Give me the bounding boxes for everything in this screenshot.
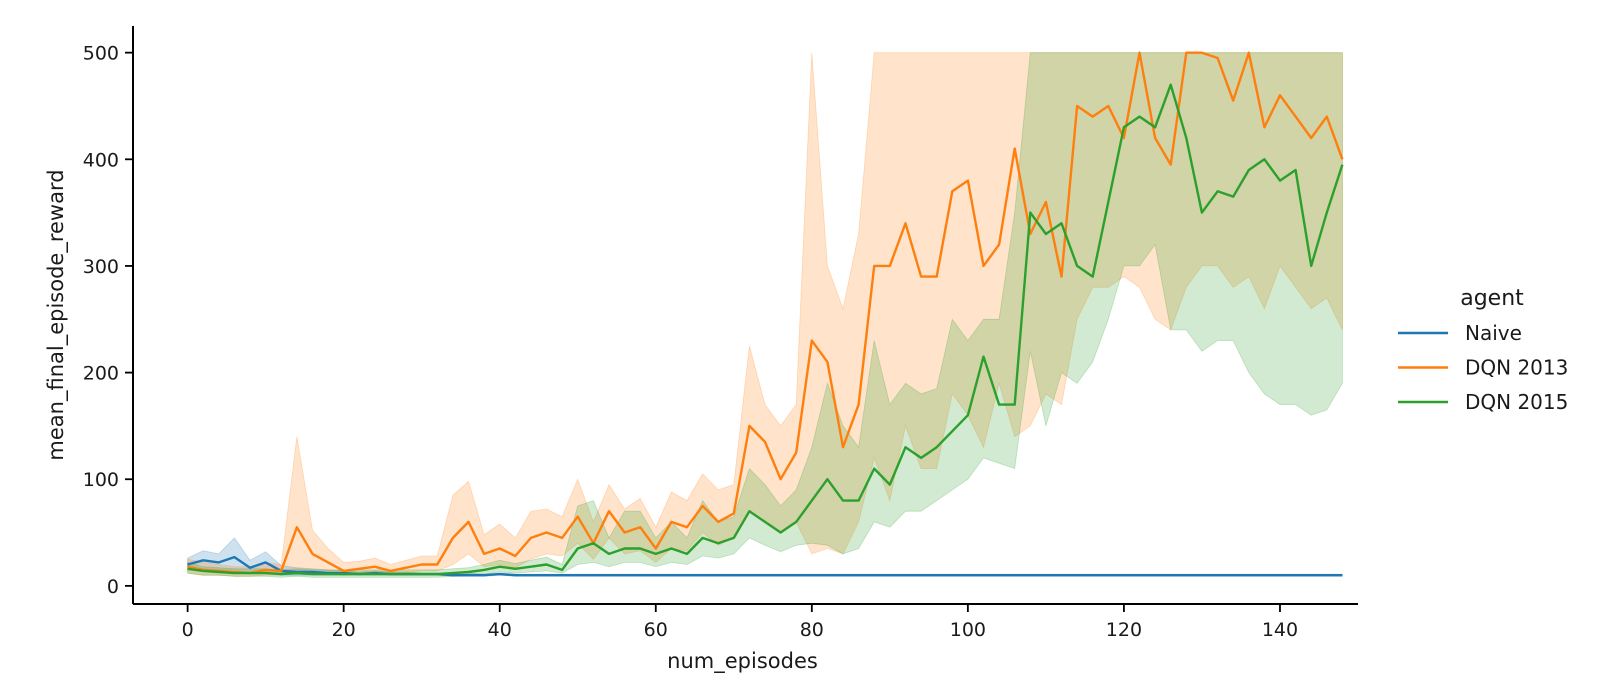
series-line-2 [187, 83, 1344, 576]
x-tick-label: 100 [950, 619, 986, 641]
x-tick-label: 120 [1106, 619, 1142, 641]
y-tick-label: 200 [83, 363, 119, 385]
y-axis-label: mean_final_episode_reward [44, 169, 69, 460]
y-tick-label: 0 [107, 576, 119, 598]
y-tick-label: 100 [83, 469, 119, 491]
confidence-band-2 [187, 52, 1343, 578]
y-tick-label: 300 [83, 256, 119, 278]
legend: agent Naive DQN 2013 DQN 2015 [1398, 286, 1568, 414]
y-tick-label: 400 [83, 149, 119, 171]
axes: 0 20 40 60 80 100 120 140 0 100 200 300 400 500 num_ep… [44, 26, 1358, 674]
legend-title: agent [1460, 286, 1524, 311]
y-tick-label: 500 [83, 43, 119, 65]
legend-label-2: DQN 2015 [1465, 390, 1568, 414]
x-tick-label: 140 [1262, 619, 1298, 641]
legend-label-0: Naive [1465, 321, 1522, 345]
confidence-band-1 [187, 52, 1343, 577]
legend-label-1: DQN 2013 [1465, 356, 1568, 380]
x-tick-label: 40 [488, 619, 512, 641]
x-axis-label: num_episodes [667, 649, 818, 674]
x-tick-label: 60 [644, 619, 668, 641]
x-tick-label: 0 [182, 619, 194, 641]
x-tick-label: 20 [332, 619, 356, 641]
series-lines [187, 51, 1344, 577]
series-line-1 [187, 51, 1344, 575]
x-tick-label: 80 [800, 619, 824, 641]
confidence-bands [187, 52, 1343, 578]
